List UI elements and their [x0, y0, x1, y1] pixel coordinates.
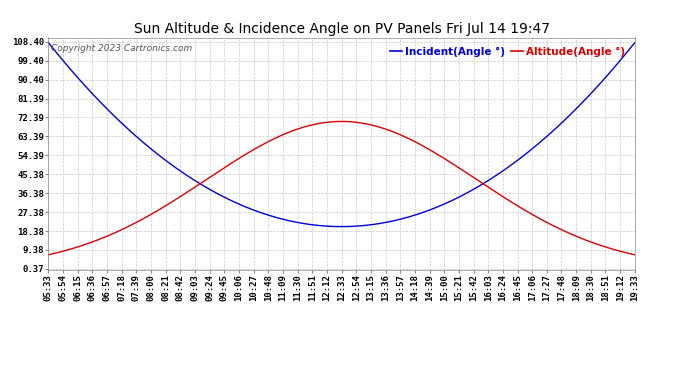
Title: Sun Altitude & Incidence Angle on PV Panels Fri Jul 14 19:47: Sun Altitude & Incidence Angle on PV Pan… — [134, 22, 549, 36]
Text: Copyright 2023 Cartronics.com: Copyright 2023 Cartronics.com — [51, 45, 193, 54]
Legend: Incident(Angle °), Altitude(Angle °): Incident(Angle °), Altitude(Angle °) — [386, 43, 629, 61]
